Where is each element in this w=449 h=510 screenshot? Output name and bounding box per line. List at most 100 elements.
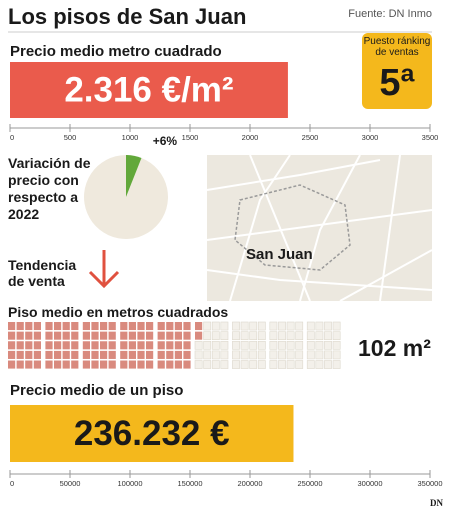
waffle-cell bbox=[146, 322, 154, 331]
waffle-empty bbox=[286, 321, 295, 331]
waffle-cell bbox=[100, 360, 108, 369]
value-label: +6% bbox=[153, 134, 178, 148]
waffle-cell bbox=[128, 331, 136, 340]
waffle-empty bbox=[269, 350, 278, 360]
pie-slice bbox=[83, 154, 168, 239]
waffle-empty bbox=[332, 360, 341, 369]
waffle-cell bbox=[157, 322, 165, 331]
x-tick-label: 150000 bbox=[177, 479, 202, 488]
x-tick-label: 2500 bbox=[302, 133, 319, 142]
waffle-cell bbox=[108, 350, 116, 359]
waffle-cell bbox=[8, 341, 16, 350]
waffle-empty bbox=[324, 340, 332, 350]
waffle-cell bbox=[62, 322, 70, 331]
trend-arrow bbox=[88, 250, 120, 289]
waffle-empty bbox=[240, 350, 249, 360]
waffle-empty bbox=[257, 321, 266, 331]
waffle-cell bbox=[174, 341, 182, 350]
waffle-cell bbox=[33, 341, 41, 350]
waffle-cell bbox=[25, 360, 33, 369]
x-tick-label: 350000 bbox=[417, 479, 442, 488]
waffle-cell bbox=[25, 322, 33, 331]
waffle-empty bbox=[269, 321, 278, 331]
waffle-cell bbox=[16, 341, 24, 350]
waffle-cell bbox=[45, 350, 53, 359]
waffle-cell bbox=[166, 331, 174, 340]
waffle-empty bbox=[257, 340, 266, 350]
waffle-empty bbox=[269, 340, 278, 350]
waffle-empty bbox=[203, 331, 212, 340]
bar bbox=[10, 405, 294, 462]
waffle-cell bbox=[137, 360, 145, 369]
waffle-empty bbox=[295, 350, 304, 360]
waffle-cell bbox=[174, 360, 182, 369]
waffle-empty bbox=[232, 331, 240, 340]
waffle-empty bbox=[295, 321, 304, 331]
x-tick-label: 50000 bbox=[60, 479, 81, 488]
waffle-cell bbox=[128, 350, 136, 359]
waffle-cell bbox=[62, 350, 70, 359]
waffle-empty bbox=[332, 350, 341, 360]
waffle-cell bbox=[120, 341, 128, 350]
waffle-cell bbox=[174, 322, 182, 331]
waffle-empty bbox=[211, 360, 220, 369]
waffle-cell bbox=[33, 331, 41, 340]
waffle-cell bbox=[16, 322, 24, 331]
waffle-empty bbox=[332, 331, 341, 340]
waffle-cell bbox=[8, 350, 16, 359]
waffle-cell bbox=[82, 331, 90, 340]
waffle-empty bbox=[269, 331, 278, 340]
waffle-cell bbox=[25, 331, 33, 340]
waffle-cell bbox=[82, 350, 90, 359]
waffle-cell bbox=[183, 341, 191, 350]
x-tick-label: 3000 bbox=[362, 133, 379, 142]
x-tick-label: 100000 bbox=[117, 479, 142, 488]
waffle-cell bbox=[108, 322, 116, 331]
waffle-cell bbox=[157, 360, 165, 369]
pie-slice bbox=[126, 155, 142, 197]
waffle-cell bbox=[33, 360, 41, 369]
map bbox=[206, 154, 433, 302]
waffle-cell bbox=[71, 350, 79, 359]
waffle-cell bbox=[91, 331, 99, 340]
waffle-cell bbox=[45, 360, 53, 369]
x-tick-label: 2000 bbox=[242, 133, 259, 142]
waffle-empty bbox=[315, 331, 324, 340]
map-label: San Juan bbox=[246, 246, 313, 263]
waffle-empty bbox=[315, 350, 324, 360]
waffle-cell bbox=[157, 350, 165, 359]
waffle-empty bbox=[203, 340, 212, 350]
waffle-cell bbox=[54, 331, 62, 340]
waffle-cell bbox=[45, 322, 53, 331]
value-label: 2.316 €/m² bbox=[64, 70, 233, 109]
waffle-cell bbox=[54, 341, 62, 350]
waffle-empty bbox=[306, 321, 315, 331]
waffle-empty bbox=[306, 340, 315, 350]
waffle-empty bbox=[240, 360, 249, 369]
chart-title: Piso medio en metros cuadrados bbox=[8, 304, 229, 320]
waffle-empty bbox=[295, 340, 304, 350]
waffle-empty bbox=[232, 340, 240, 350]
waffle-cell bbox=[120, 350, 128, 359]
waffle-cell bbox=[146, 341, 154, 350]
waffle-cell bbox=[128, 322, 136, 331]
waffle-empty bbox=[278, 331, 286, 340]
waffle-empty bbox=[203, 360, 212, 369]
waffle-empty bbox=[324, 360, 332, 369]
x-tick-label: 250000 bbox=[297, 479, 322, 488]
waffle-empty bbox=[249, 340, 258, 350]
x-tick-label: 3500 bbox=[422, 133, 439, 142]
waffle-cell bbox=[45, 341, 53, 350]
waffle-cell bbox=[25, 341, 33, 350]
waffle-cell bbox=[166, 322, 174, 331]
waffle-cell bbox=[183, 331, 191, 340]
waffle-cell bbox=[183, 350, 191, 359]
waffle-empty bbox=[203, 321, 212, 331]
waffle-cell bbox=[166, 341, 174, 350]
waffle-empty bbox=[240, 331, 249, 340]
waffle-empty bbox=[211, 331, 220, 340]
waffle-cell bbox=[166, 350, 174, 359]
waffle-cell bbox=[120, 360, 128, 369]
